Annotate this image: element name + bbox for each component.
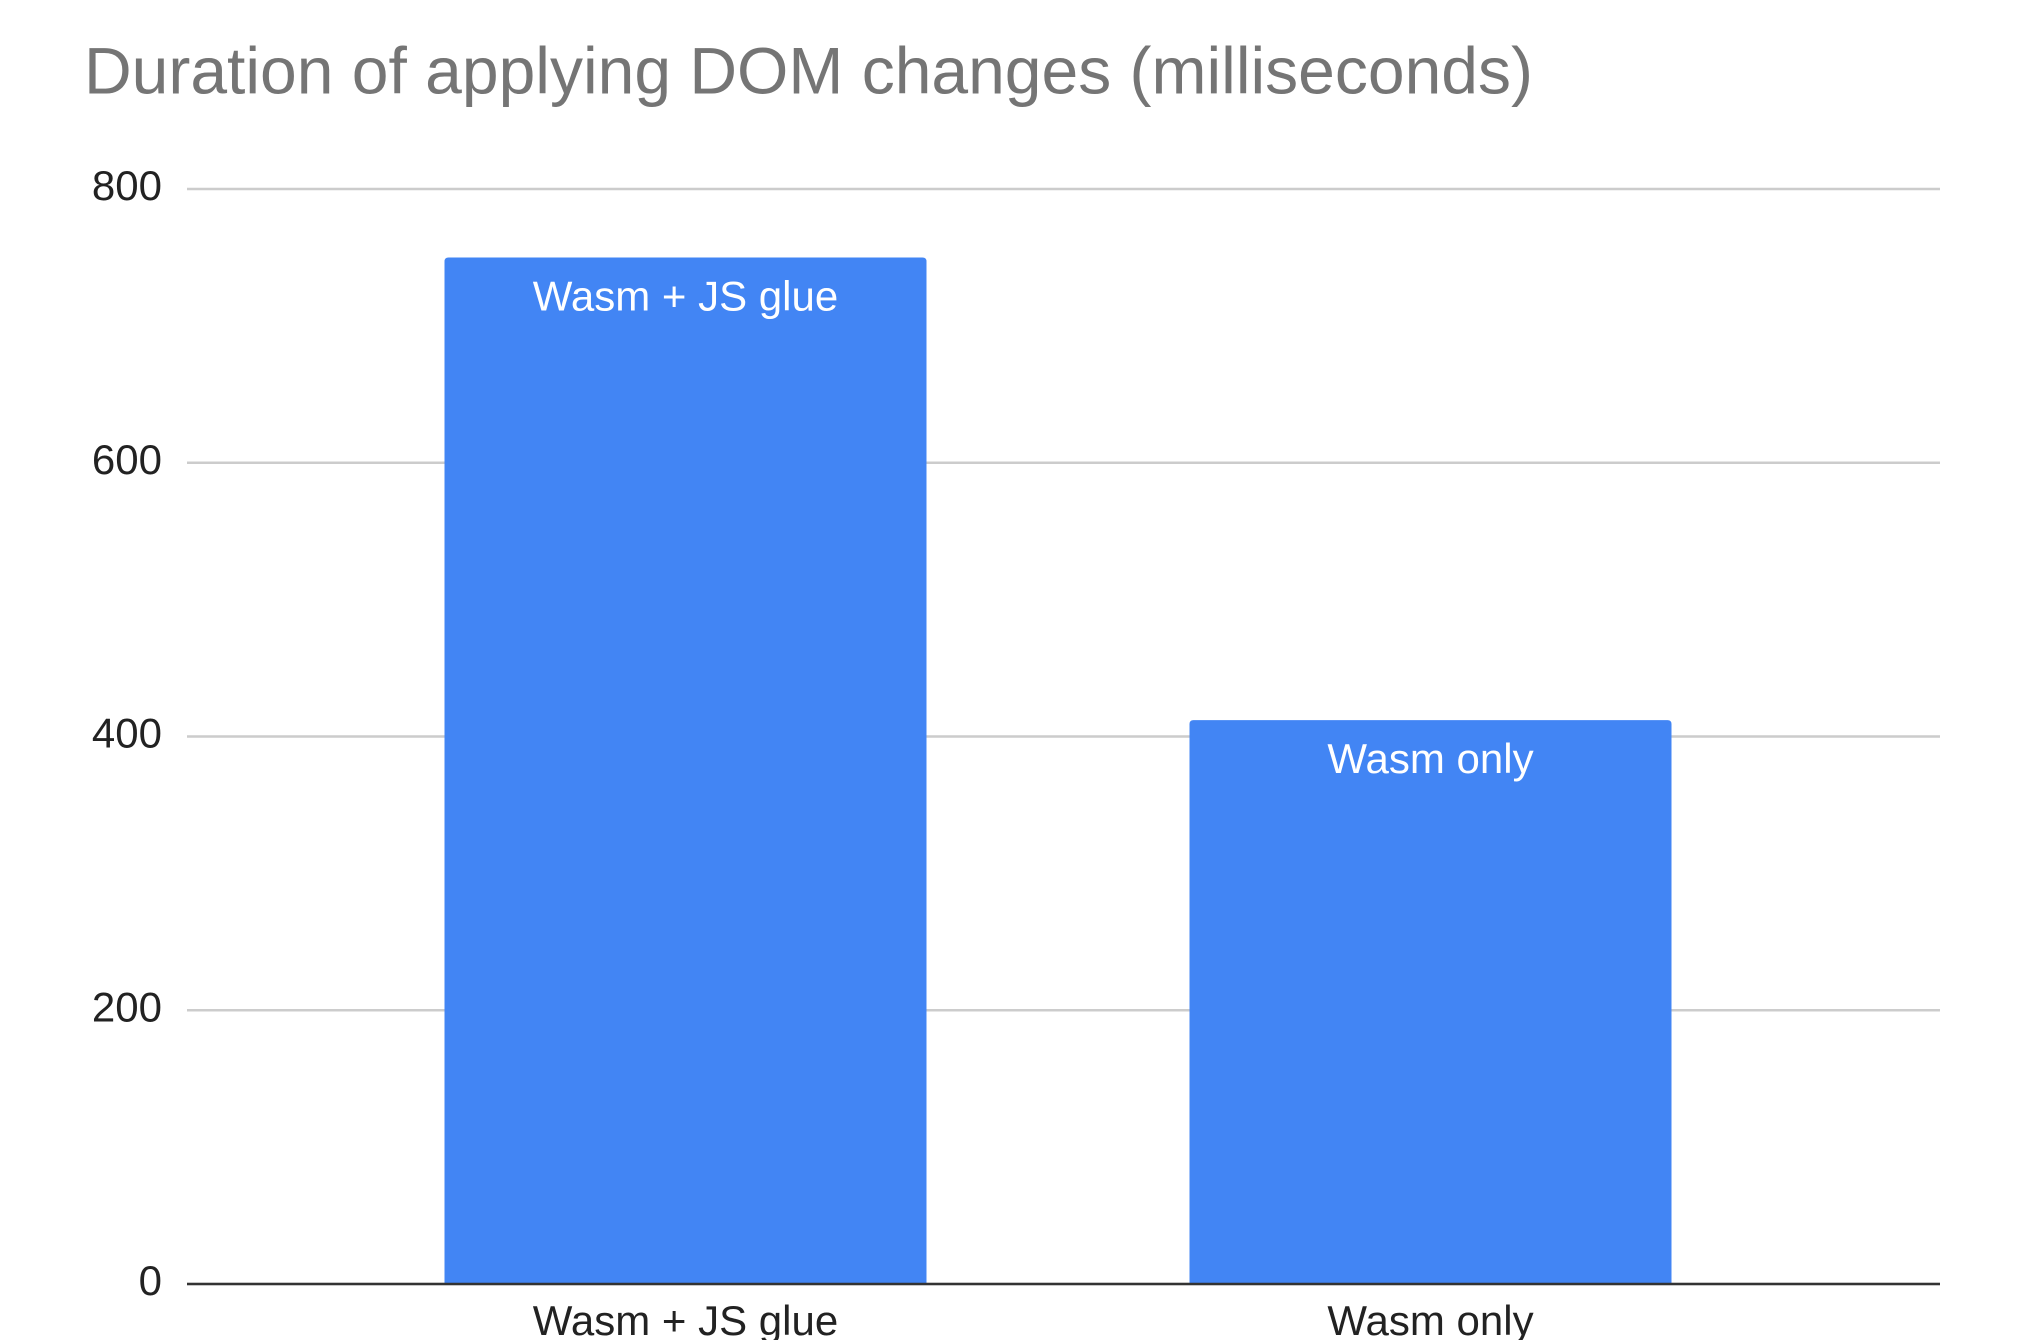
x-tick-label: Wasm only	[1327, 1297, 1533, 1340]
y-tick-label: 200	[92, 983, 162, 1030]
chart-title: Duration of applying DOM changes (millis…	[84, 33, 1533, 107]
bar-label: Wasm only	[1327, 735, 1533, 782]
y-tick-label: 800	[92, 162, 162, 209]
y-tick-label: 600	[92, 436, 162, 483]
y-tick-label: 0	[139, 1257, 162, 1304]
bar	[1189, 720, 1672, 1284]
bar	[444, 257, 927, 1284]
x-tick-label: Wasm + JS glue	[533, 1297, 838, 1340]
bar-label: Wasm + JS glue	[533, 273, 838, 320]
y-tick-label: 400	[92, 710, 162, 757]
